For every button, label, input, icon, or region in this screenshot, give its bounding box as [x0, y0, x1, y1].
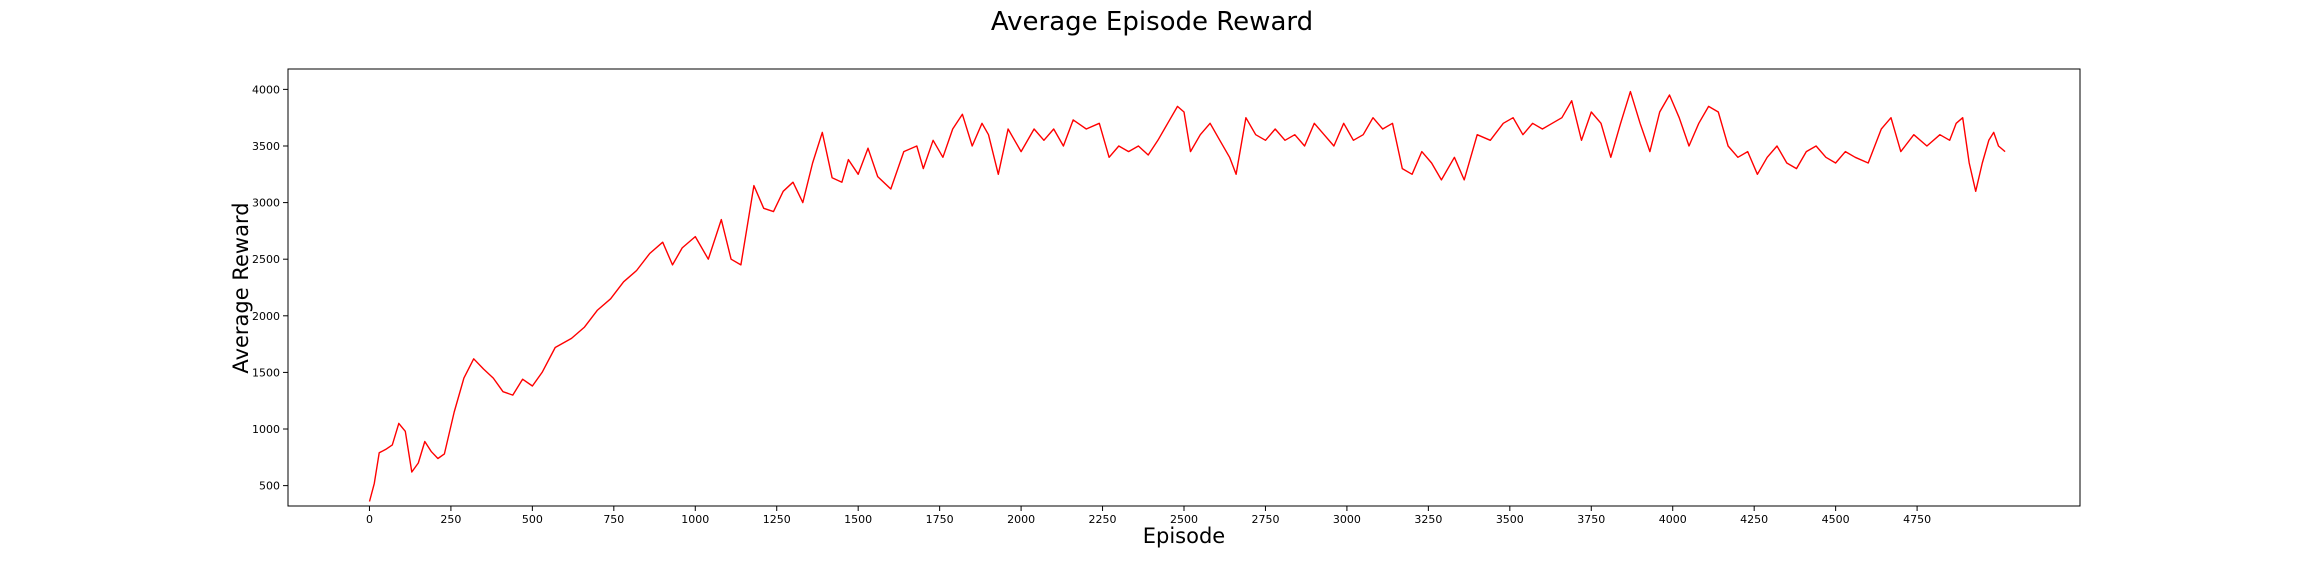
x-tick-label: 1000	[681, 513, 709, 526]
x-tick-label: 4500	[1822, 513, 1850, 526]
y-tick-label: 3500	[252, 140, 280, 153]
x-tick-label: 1500	[844, 513, 872, 526]
x-tick-label: 4750	[1903, 513, 1931, 526]
x-tick-label: 1250	[763, 513, 791, 526]
x-tick-label: 750	[603, 513, 624, 526]
y-tick-label: 1000	[252, 423, 280, 436]
x-axis-ticks: 0 250 500 750 1000 1250 1500 1750 2000 2250 2500 27…	[366, 506, 1931, 526]
x-tick-label: 0	[366, 513, 373, 526]
x-tick-label: 2750	[1251, 513, 1279, 526]
x-tick-label: 2500	[1170, 513, 1198, 526]
x-tick-label: 2000	[1007, 513, 1035, 526]
x-tick-label: 3500	[1496, 513, 1524, 526]
y-tick-label: 500	[259, 480, 280, 493]
y-tick-label: 1500	[252, 366, 280, 379]
x-tick-label: 3000	[1333, 513, 1361, 526]
y-tick-label: 2500	[252, 253, 280, 266]
x-tick-label: 4250	[1740, 513, 1768, 526]
x-tick-label: 3750	[1577, 513, 1605, 526]
plot-area	[287, 68, 2081, 507]
x-axis-label: Episode	[1143, 524, 1225, 548]
x-tick-label: 250	[440, 513, 461, 526]
y-axis-ticks: 500 1000 1500 2000 2500 3000 3500 4000	[252, 83, 288, 493]
y-tick-label: 4000	[252, 83, 280, 96]
reward-series-line	[368, 90, 2006, 502]
chart-title: Average Episode Reward	[991, 7, 1313, 37]
y-axis-label: Average Reward	[229, 202, 253, 373]
x-tick-label: 500	[522, 513, 543, 526]
y-tick-label: 2000	[252, 310, 280, 323]
x-tick-label: 2250	[1089, 513, 1117, 526]
x-tick-label: 1750	[926, 513, 954, 526]
x-tick-label: 4000	[1659, 513, 1687, 526]
x-tick-label: 3250	[1414, 513, 1442, 526]
y-tick-label: 3000	[252, 197, 280, 210]
